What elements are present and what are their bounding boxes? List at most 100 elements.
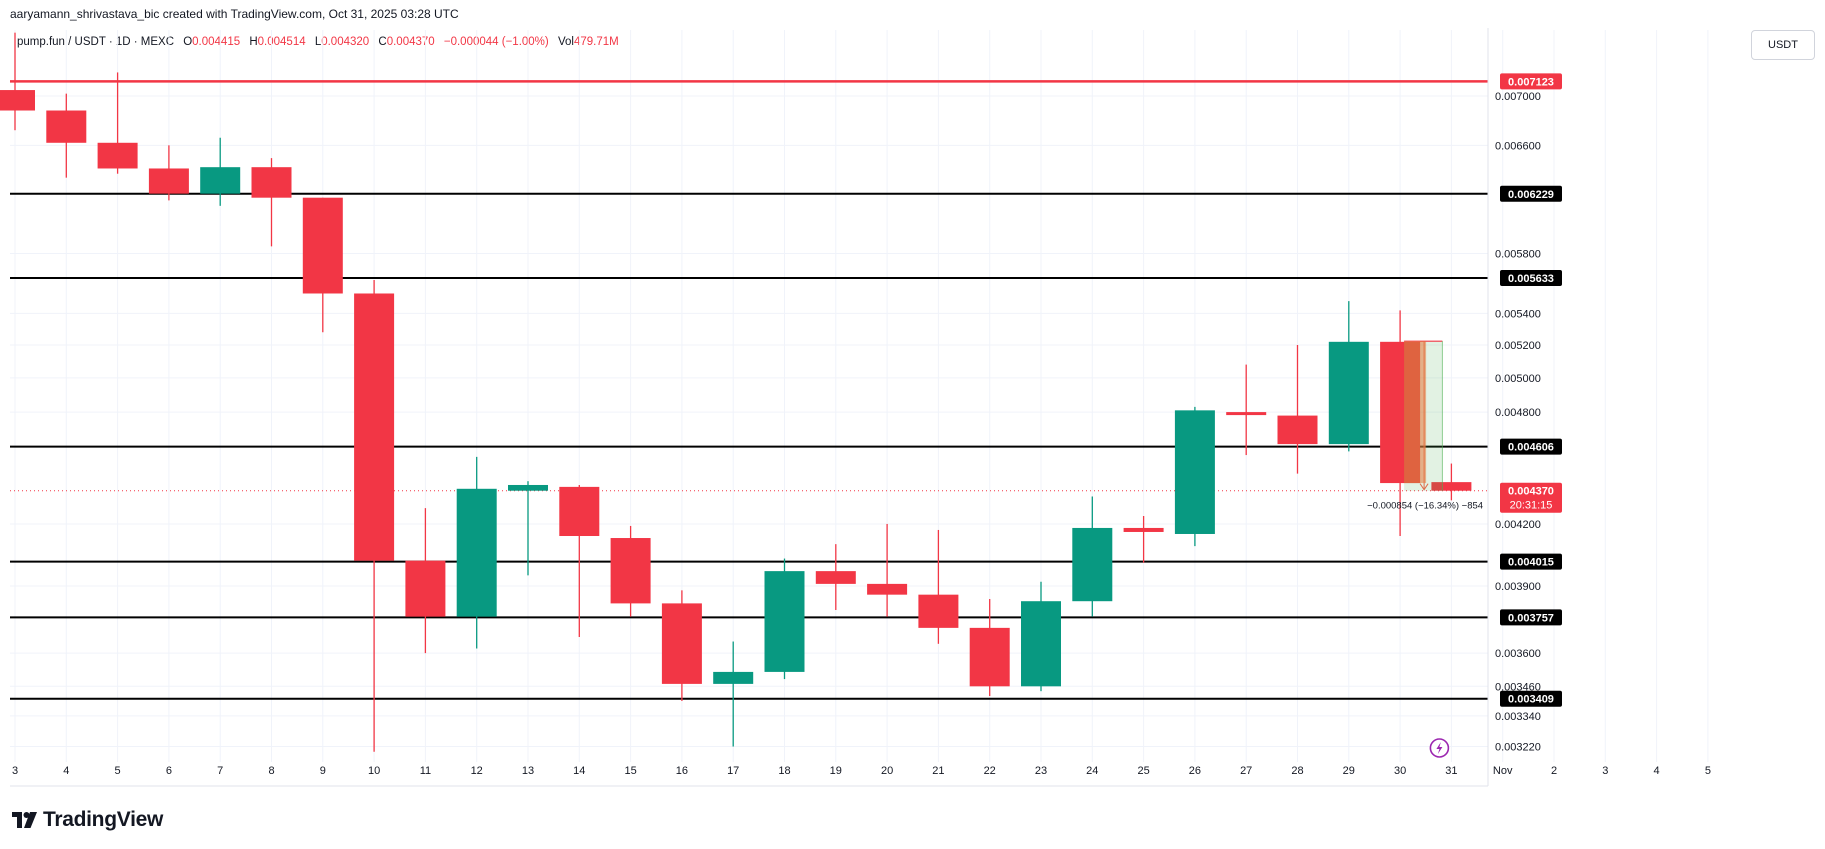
candle-body[interactable] [0, 90, 35, 111]
candle-body[interactable] [1328, 341, 1369, 445]
x-tick-label: 4 [63, 765, 69, 777]
candle-body[interactable] [251, 167, 292, 198]
candle-body[interactable] [969, 627, 1010, 687]
x-tick-label: 19 [830, 765, 842, 777]
x-tick-label: 20 [881, 765, 893, 777]
x-tick-label: 28 [1291, 765, 1303, 777]
open-value: 0.004415 [192, 36, 241, 48]
candle-body[interactable] [508, 484, 548, 491]
x-tick-label: 4 [1654, 765, 1660, 777]
x-tick-label: 17 [727, 765, 739, 777]
x-tick-label: 3 [12, 765, 18, 777]
level-price-label: 0.004606 [1508, 442, 1554, 454]
candle-body[interactable] [1277, 415, 1318, 445]
candle-body[interactable] [1072, 527, 1113, 602]
x-tick-label: 2 [1551, 765, 1557, 777]
candle-body[interactable] [148, 168, 189, 194]
candle-body[interactable] [661, 603, 702, 684]
candle-body[interactable] [1021, 601, 1061, 687]
chart-creator-text: aaryamann_shrivastava_bic created with T… [10, 7, 459, 21]
candle-body[interactable] [302, 197, 343, 294]
x-tick-label: 25 [1137, 765, 1149, 777]
x-tick-label: 10 [368, 765, 380, 777]
candle-body[interactable] [1123, 527, 1164, 532]
high-value: 0.004514 [257, 36, 306, 48]
event-icon-bolt [1436, 742, 1443, 754]
level-price-label: 0.003757 [1508, 612, 1554, 624]
level-price-label: 0.006229 [1508, 189, 1554, 201]
brand-name: TradingView [43, 808, 164, 831]
candle-body[interactable] [354, 293, 395, 561]
x-tick-label: 11 [420, 765, 431, 777]
symbol-legend: pump.fun / USDT · 1D · MEXC O0.004415 H0… [17, 36, 625, 48]
high-label: H [249, 36, 258, 48]
x-tick-label: 8 [268, 765, 274, 777]
candle-body[interactable] [1226, 412, 1267, 416]
candle-body[interactable] [867, 583, 908, 595]
candle-body[interactable] [1431, 482, 1472, 491]
candle-body[interactable] [405, 560, 446, 617]
volume-value: 479.71M [573, 36, 619, 48]
y-tick-label: 0.005800 [1495, 249, 1541, 261]
volume-label: Vol [557, 36, 574, 48]
candle-body[interactable] [46, 110, 87, 143]
level-price-tag [1500, 609, 1562, 626]
candle-body[interactable] [610, 538, 651, 604]
countdown-label: 20:31:15 [1510, 500, 1553, 512]
x-tick-label: 27 [1240, 765, 1252, 777]
candle-body[interactable] [200, 167, 241, 194]
close-label: C [378, 36, 387, 48]
y-tick-label: 0.003220 [1495, 742, 1541, 754]
level-price-tag [1500, 185, 1562, 202]
x-tick-label: 5 [115, 765, 121, 777]
x-tick-label: 12 [471, 765, 483, 777]
y-tick-label: 0.003600 [1495, 648, 1541, 660]
x-tick-label: 18 [778, 765, 790, 777]
level-price-tag [1500, 438, 1562, 455]
x-tick-label: 23 [1035, 765, 1047, 777]
measure-arrow-head [1419, 483, 1429, 491]
x-tick-label: 21 [932, 765, 944, 777]
candle-body[interactable] [918, 594, 959, 628]
x-tick-label: 13 [522, 765, 534, 777]
x-tick-label: 9 [320, 765, 326, 777]
y-tick-label: 0.004200 [1495, 519, 1541, 531]
y-tick-label: 0.007000 [1495, 91, 1541, 103]
low-label: L [314, 36, 322, 48]
x-tick-label: 30 [1394, 765, 1406, 777]
candle-body[interactable] [559, 486, 600, 537]
symbol-title[interactable]: pump.fun / USDT · 1D · MEXC [17, 36, 174, 48]
candle-body[interactable] [764, 571, 805, 672]
current-price-label: 0.004370 [1508, 486, 1554, 498]
currency-button[interactable]: USDT [1751, 30, 1815, 60]
x-tick-label: 16 [676, 765, 688, 777]
candle-body[interactable] [713, 671, 754, 684]
x-tick-label: 29 [1343, 765, 1355, 777]
candle-body[interactable] [815, 571, 856, 584]
x-tick-label: 3 [1602, 765, 1608, 777]
candle-body[interactable] [456, 488, 497, 617]
x-tick-label: 14 [573, 765, 585, 777]
open-label: O [183, 36, 193, 48]
candle-body[interactable] [1174, 410, 1215, 534]
y-tick-label: 0.005400 [1495, 308, 1541, 320]
lightning-event-icon[interactable] [1429, 738, 1450, 758]
x-tick-label: 15 [624, 765, 636, 777]
level-price-label: 0.003409 [1508, 694, 1554, 706]
x-tick-label: 6 [166, 765, 172, 777]
measure-label: −0.000854 (−16.34%) −854 [1367, 501, 1483, 512]
y-tick-label: 0.003460 [1495, 681, 1541, 693]
current-price-tag [1500, 482, 1562, 513]
tradingview-brand[interactable]: TradingView [12, 808, 163, 832]
level-price-tag [1500, 270, 1562, 287]
y-tick-label: 0.003900 [1495, 581, 1541, 593]
level-price-tag [1500, 553, 1562, 570]
level-price-label: 0.004015 [1508, 557, 1554, 569]
y-tick-label: 0.005000 [1495, 373, 1541, 385]
y-tick-label: 0.006600 [1495, 140, 1541, 152]
candle-body[interactable] [97, 142, 138, 169]
y-tick-label: 0.004800 [1495, 407, 1541, 419]
level-price-tag [1500, 690, 1562, 707]
level-price-tag [1500, 73, 1562, 90]
